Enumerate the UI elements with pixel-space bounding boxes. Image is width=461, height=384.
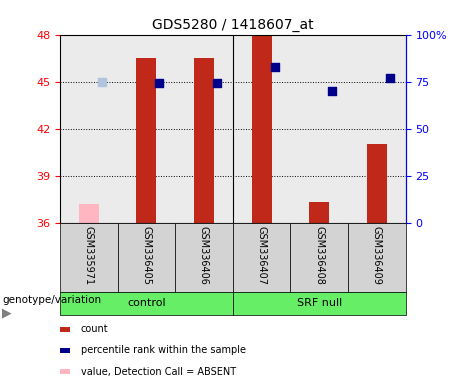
- Text: GSM336406: GSM336406: [199, 226, 209, 285]
- Point: [329, 88, 336, 94]
- Point: [271, 63, 278, 70]
- Bar: [252, 35, 272, 223]
- Text: GSM336409: GSM336409: [372, 226, 382, 285]
- Bar: [60, 292, 233, 315]
- Bar: [233, 223, 290, 292]
- Text: SRF null: SRF null: [296, 298, 342, 308]
- Text: GSM335971: GSM335971: [84, 226, 94, 285]
- Bar: [60, 223, 118, 292]
- Bar: [348, 223, 406, 292]
- Bar: [175, 223, 233, 292]
- Text: ▶: ▶: [2, 306, 12, 319]
- Point: [98, 79, 106, 85]
- Text: control: control: [127, 298, 165, 308]
- Text: count: count: [81, 324, 108, 334]
- Title: GDS5280 / 1418607_at: GDS5280 / 1418607_at: [152, 18, 313, 32]
- Point: [386, 75, 394, 81]
- Text: GSM336407: GSM336407: [257, 226, 266, 285]
- Text: GSM336405: GSM336405: [142, 226, 151, 285]
- Bar: [290, 223, 348, 292]
- Bar: [118, 223, 175, 292]
- Bar: [79, 204, 99, 223]
- Bar: [194, 58, 214, 223]
- Text: genotype/variation: genotype/variation: [2, 295, 101, 305]
- Bar: [367, 144, 387, 223]
- Bar: [136, 58, 156, 223]
- Text: value, Detection Call = ABSENT: value, Detection Call = ABSENT: [81, 366, 236, 377]
- Bar: [309, 202, 329, 223]
- Text: percentile rank within the sample: percentile rank within the sample: [81, 345, 246, 356]
- Text: GSM336408: GSM336408: [314, 226, 324, 285]
- Bar: [233, 292, 406, 315]
- Point: [213, 79, 221, 86]
- Point: [156, 79, 163, 86]
